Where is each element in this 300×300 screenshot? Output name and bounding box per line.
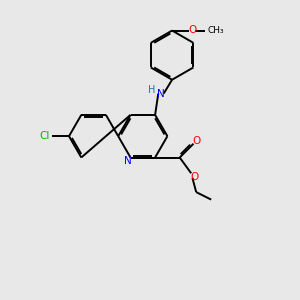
Text: Cl: Cl [39,130,49,141]
Text: H: H [148,85,155,95]
Text: CH₃: CH₃ [207,26,224,35]
Text: O: O [188,25,196,35]
Text: O: O [192,136,201,146]
Text: N: N [158,89,165,99]
Text: O: O [190,172,198,182]
Text: N: N [124,156,132,167]
